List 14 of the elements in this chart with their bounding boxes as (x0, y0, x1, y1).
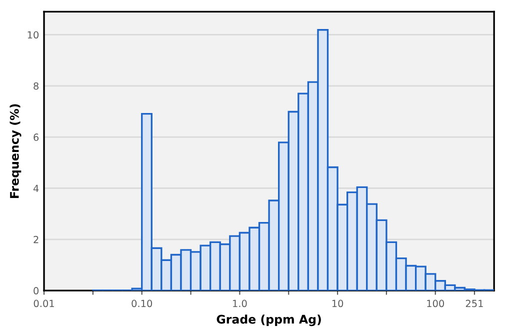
x-tick-label: 10 (332, 300, 344, 308)
y-tick-label: 6 (34, 134, 39, 141)
y-tick-label: 2 (34, 236, 38, 244)
x-tick-label: 0.01 (34, 300, 54, 308)
y-tick-label: 0 (34, 287, 39, 294)
x-tick-label: 1.0 (233, 300, 247, 308)
x-axis-title: Grade (ppm Ag) (216, 314, 321, 326)
y-tick-label: 10 (28, 31, 39, 39)
x-tick-label: 251 (466, 300, 483, 308)
y-axis-title: Frequency (%) (10, 104, 22, 198)
x-tick-label: 0.10 (132, 300, 152, 308)
y-tick-label: 4 (33, 184, 39, 192)
x-tick-label: 100 (427, 300, 444, 308)
y-tick-label: 8 (34, 82, 39, 90)
